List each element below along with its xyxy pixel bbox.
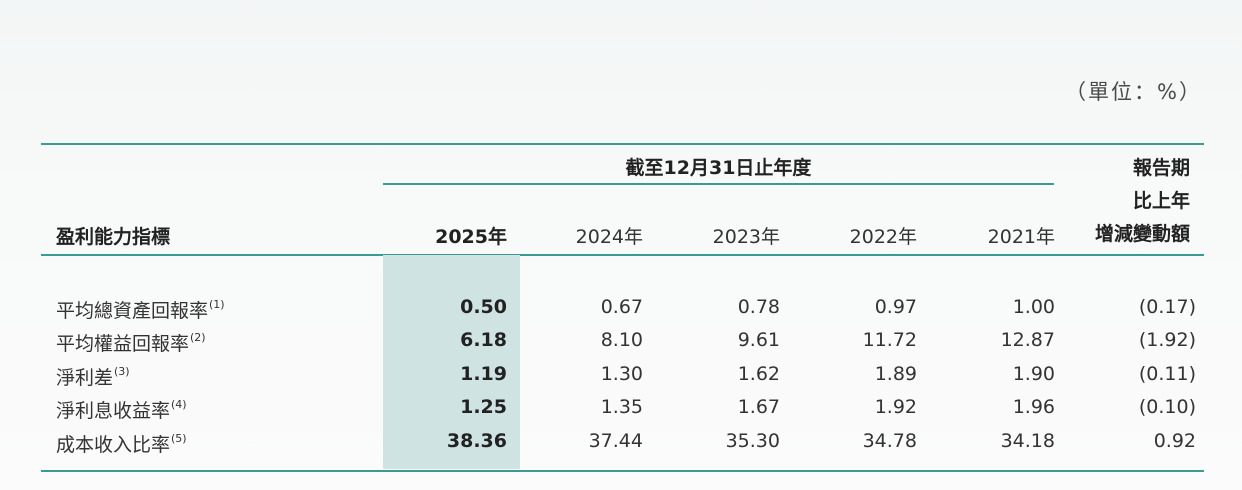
change-header-line: 報告期 [1132, 157, 1190, 179]
value-cell: 1.00 [1012, 296, 1055, 318]
period-header: 截至12月31日止年度 [625, 157, 812, 179]
value-cell: 1.96 [1012, 396, 1055, 418]
change-cell: (1.92) [1138, 329, 1196, 351]
table-row: 淨利差(3) 1.19 1.30 1.62 1.89 1.90 (0.11) [0, 363, 1242, 396]
year-header-2022: 2022年 [849, 226, 917, 248]
metric-label-text: 淨利息收益率 [56, 400, 171, 422]
change-header-line: 增減變動額 [1094, 223, 1190, 245]
value-cell: 6.18 [460, 329, 507, 351]
change-cell: (0.11) [1138, 363, 1196, 385]
change-header: 報告期 比上年 增減變動額 [1060, 152, 1190, 251]
value-cell: 1.35 [600, 396, 643, 418]
footnote-marker: (5) [171, 432, 187, 445]
unit-label: （單位：%） [1065, 80, 1202, 104]
table-row: 成本收入比率(5) 38.36 37.44 35.30 34.78 34.18 0.92 [0, 430, 1242, 463]
value-cell: 0.97 [874, 296, 917, 318]
metric-label: 淨利息收益率(4) [56, 396, 187, 423]
metric-label: 成本收入比率(5) [56, 430, 187, 457]
metric-label-text: 淨利差 [56, 367, 114, 389]
table-row: 平均總資產回報率(1) 0.50 0.67 0.78 0.97 1.00 (0.17) [0, 296, 1242, 329]
change-cell: (0.10) [1138, 396, 1196, 418]
value-cell: 0.67 [600, 296, 643, 318]
footnote-marker: (1) [209, 298, 225, 311]
value-cell: 1.19 [460, 363, 507, 385]
value-cell: 34.78 [862, 430, 917, 452]
value-cell: 8.10 [600, 329, 643, 351]
header-rule [41, 254, 1204, 256]
change-cell: 0.92 [1153, 430, 1196, 452]
metric-label: 平均總資產回報率(1) [56, 296, 225, 323]
value-cell: 1.62 [737, 363, 780, 385]
period-rule [383, 183, 1054, 185]
year-header-2025: 2025年 [435, 226, 507, 248]
metric-label-text: 平均總資產回報率 [56, 300, 209, 322]
footnote-marker: (3) [114, 365, 130, 378]
value-cell: 12.87 [1000, 329, 1055, 351]
top-rule [41, 143, 1204, 145]
footnote-marker: (4) [171, 398, 187, 411]
value-cell: 1.30 [600, 363, 643, 385]
metric-label-text: 平均權益回報率 [56, 333, 190, 355]
metric-label-text: 成本收入比率 [56, 434, 171, 456]
year-header-2024: 2024年 [575, 226, 643, 248]
value-cell: 35.30 [725, 430, 780, 452]
value-cell: 1.89 [874, 363, 917, 385]
table-row: 平均權益回報率(2) 6.18 8.10 9.61 11.72 12.87 (1.92) [0, 329, 1242, 362]
value-cell: 37.44 [588, 430, 643, 452]
year-header-2021: 2021年 [987, 226, 1055, 248]
value-cell: 1.67 [737, 396, 780, 418]
value-cell: 38.36 [446, 430, 507, 452]
metric-column-header: 盈利能力指標 [56, 226, 171, 248]
footnote-marker: (2) [190, 331, 206, 344]
value-cell: 34.18 [1000, 430, 1055, 452]
current-year-highlight [383, 255, 520, 469]
value-cell: 1.90 [1012, 363, 1055, 385]
value-cell: 0.78 [737, 296, 780, 318]
change-header-line: 比上年 [1132, 190, 1190, 212]
value-cell: 1.92 [874, 396, 917, 418]
table-row: 淨利息收益率(4) 1.25 1.35 1.67 1.92 1.96 (0.10) [0, 396, 1242, 429]
value-cell: 1.25 [460, 396, 507, 418]
value-cell: 0.50 [460, 296, 507, 318]
value-cell: 9.61 [737, 329, 780, 351]
metric-label: 淨利差(3) [56, 363, 130, 390]
year-header-2023: 2023年 [712, 226, 780, 248]
change-cell: (0.17) [1138, 296, 1196, 318]
value-cell: 11.72 [862, 329, 917, 351]
metric-label: 平均權益回報率(2) [56, 329, 206, 356]
bottom-rule [41, 470, 1204, 472]
